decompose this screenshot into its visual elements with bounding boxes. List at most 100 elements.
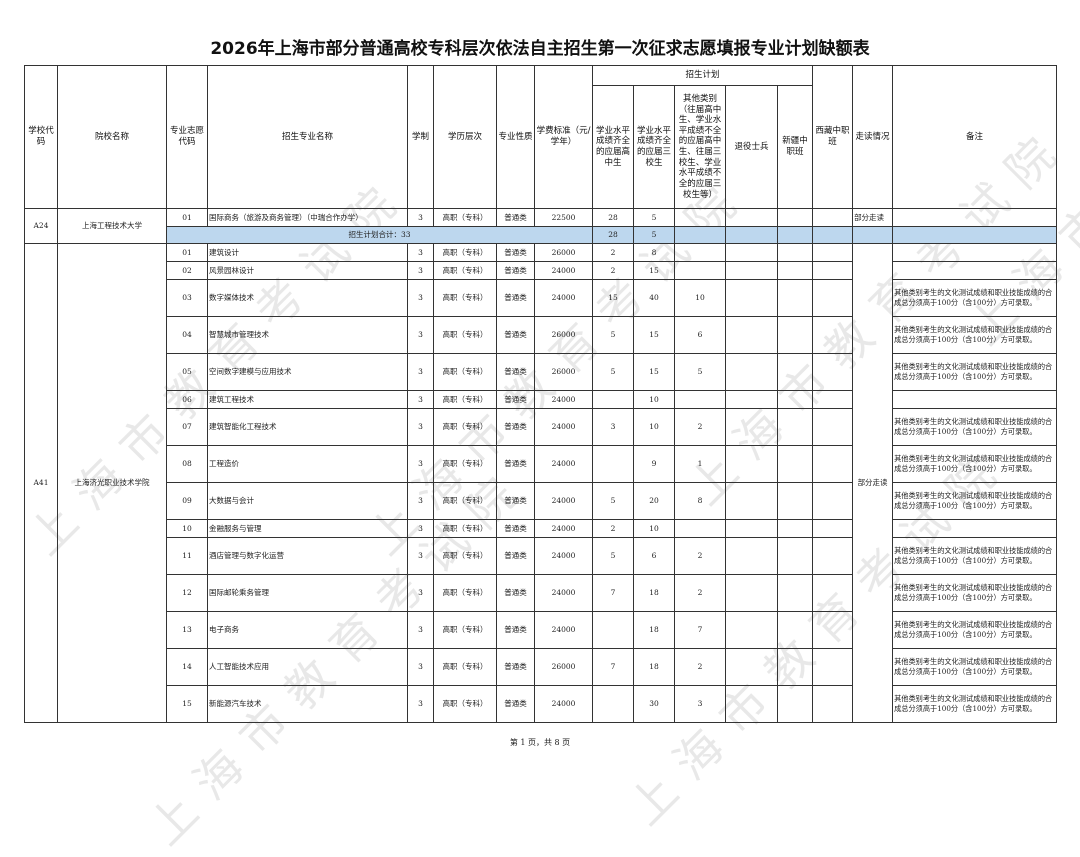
fee: 22500 — [534, 208, 593, 227]
duration: 3 — [407, 353, 434, 391]
plan-p2: 18 — [633, 611, 675, 649]
plan-veteran — [725, 611, 778, 649]
plan-xinjiang — [776, 279, 814, 317]
plan-veteran — [725, 482, 778, 520]
remark — [892, 261, 1058, 280]
level: 高职（专科） — [433, 685, 497, 723]
plan-veteran — [725, 353, 778, 391]
total-p2: 5 — [633, 226, 675, 244]
major-code: 08 — [166, 445, 208, 483]
remark — [892, 390, 1058, 409]
level: 高职（专科） — [433, 445, 497, 483]
fee: 24000 — [534, 261, 593, 280]
table-row: 03 数字媒体技术 3 高职（专科） 普通类 24000 15 40 10 其他类别考生的文化测试… — [25, 279, 1058, 317]
commute: 部分走读 — [852, 208, 894, 227]
plan-xizang — [812, 482, 854, 520]
plan-p2: 18 — [633, 574, 675, 612]
plan-p2: 5 — [633, 208, 675, 227]
nature: 普通类 — [496, 574, 535, 612]
header-xizang: 西藏中职班 — [812, 65, 854, 209]
plan-p3: 5 — [674, 353, 726, 391]
table-row: 02 风景园林设计 3 高职（专科） 普通类 24000 2 15 — [25, 261, 1058, 280]
major-name: 金融服务与管理 — [207, 519, 408, 538]
plan-p3: 2 — [674, 648, 726, 686]
duration: 3 — [407, 208, 434, 227]
plan-veteran — [725, 685, 778, 723]
duration: 3 — [407, 685, 434, 723]
plan-p2: 15 — [633, 261, 675, 280]
fee: 24000 — [534, 390, 593, 409]
table-body: A24 上海工程技术大学 01 国际商务（旅游及商务管理）（中瑞合作办学） 3 高职（专科… — [24, 208, 1058, 723]
plan-p1: 2 — [592, 243, 634, 262]
nature: 普通类 — [496, 353, 535, 391]
table-row: 11 酒店管理与数字化运营 3 高职（专科） 普通类 24000 5 6 2 其他类别考生的文化测… — [25, 537, 1058, 575]
remark: 其他类别考生的文化测试成绩和职业技能成绩的合成总分须高于100分（含100分）方… — [892, 685, 1058, 723]
total-p1: 28 — [592, 226, 634, 244]
page-footer: 第 1 页，共 8 页 — [509, 738, 571, 747]
major-code: 04 — [166, 316, 208, 354]
major-name: 酒店管理与数字化运营 — [207, 537, 408, 575]
plan-p3: 7 — [674, 611, 726, 649]
plan-veteran — [725, 519, 778, 538]
major-code: 01 — [166, 243, 208, 262]
major-code: 05 — [166, 353, 208, 391]
total-empty — [892, 226, 1058, 244]
plan-xinjiang — [776, 574, 814, 612]
plan-p2: 9 — [633, 445, 675, 483]
plan-p2: 10 — [633, 408, 675, 446]
table-row: 10 金融服务与管理 3 高职（专科） 普通类 24000 2 10 — [25, 519, 1058, 538]
plan-p1: 7 — [592, 574, 634, 612]
table-row: 12 国际邮轮乘务管理 3 高职（专科） 普通类 24000 7 18 2 其他类别考生的文化测试… — [25, 574, 1058, 612]
major-code: 13 — [166, 611, 208, 649]
plan-veteran — [725, 316, 778, 354]
nature: 普通类 — [496, 445, 535, 483]
major-code: 02 — [166, 261, 208, 280]
header-p1: 学业水平成绩齐全的应届高中生 — [592, 85, 634, 209]
plan-p1: 5 — [592, 353, 634, 391]
plan-p3: 6 — [674, 316, 726, 354]
plan-xinjiang — [776, 648, 814, 686]
level: 高职（专科） — [433, 243, 497, 262]
nature: 普通类 — [496, 316, 535, 354]
major-name: 建筑工程技术 — [207, 390, 408, 409]
total-row: 招生计划合计：33 28 5 — [25, 226, 1058, 244]
fee: 24000 — [534, 519, 593, 538]
school-name: 上海济光职业技术学院 — [57, 243, 167, 723]
major-code: 11 — [166, 537, 208, 575]
plan-p3 — [674, 243, 726, 262]
plan-p1 — [592, 445, 634, 483]
header-school-name: 院校名称 — [57, 65, 167, 209]
plan-xizang — [812, 648, 854, 686]
plan-xinjiang — [776, 611, 814, 649]
level: 高职（专科） — [433, 279, 497, 317]
duration: 3 — [407, 390, 434, 409]
plan-xinjiang — [776, 408, 814, 446]
major-code: 07 — [166, 408, 208, 446]
plan-p2: 8 — [633, 243, 675, 262]
plan-p2: 15 — [633, 316, 675, 354]
remark: 其他类别考生的文化测试成绩和职业技能成绩的合成总分须高于100分（含100分）方… — [892, 574, 1058, 612]
nature: 普通类 — [496, 519, 535, 538]
duration: 3 — [407, 316, 434, 354]
major-name: 国际商务（旅游及商务管理）（中瑞合作办学） — [207, 208, 408, 227]
plan-p3 — [674, 390, 726, 409]
header-p2: 学业水平成绩齐全的应届三校生 — [633, 85, 675, 209]
level: 高职（专科） — [433, 537, 497, 575]
plan-xizang — [812, 208, 854, 227]
plan-p3: 2 — [674, 537, 726, 575]
major-code: 06 — [166, 390, 208, 409]
remark — [892, 519, 1058, 538]
duration: 3 — [407, 261, 434, 280]
table-row: 07 建筑智能化工程技术 3 高职（专科） 普通类 24000 3 10 2 其他类别考生的文化测… — [25, 408, 1058, 446]
header-major-name: 招生专业名称 — [207, 65, 408, 209]
header-school-code: 学校代码 — [24, 65, 58, 209]
fee: 24000 — [534, 685, 593, 723]
fee: 24000 — [534, 574, 593, 612]
duration: 3 — [407, 611, 434, 649]
header-major-code: 专业志愿代码 — [166, 65, 208, 209]
level: 高职（专科） — [433, 482, 497, 520]
plan-xizang — [812, 279, 854, 317]
plan-veteran — [725, 408, 778, 446]
plan-veteran — [725, 279, 778, 317]
level: 高职（专科） — [433, 353, 497, 391]
